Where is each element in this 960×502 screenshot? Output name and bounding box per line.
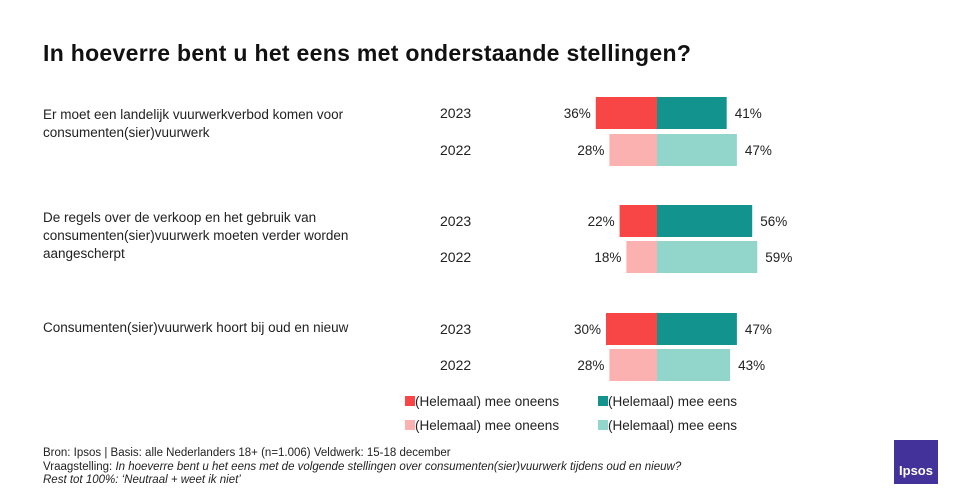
legend-label-3: (Helemaal) mee oneens [415,418,559,433]
value-label-disagree-g3-2022: 28% [577,358,604,373]
value-label-disagree-g2-2023: 22% [588,214,615,229]
bar-agree-g3-2022 [657,349,731,381]
year-label-g1-2022: 2022 [440,142,471,158]
footer-question: Vraagstelling: In hoeverre bent u het ee… [43,461,681,475]
legend-swatch-2 [598,396,608,406]
year-label-g2-2022: 2022 [440,249,471,265]
bar-disagree-g2-2022 [626,241,657,273]
bar-agree-g3-2023 [657,313,737,345]
bar-disagree-g3-2023 [606,313,657,345]
ipsos-logo: Ipsos [894,440,938,484]
footer-source: Bron: Ipsos | Basis: alle Nederlanders 1… [43,447,451,459]
bar-agree-g1-2022 [657,134,737,166]
statement-1: Er moet een landelijk vuurwerkverbod kom… [43,107,344,140]
value-label-agree-g2-2023: 56% [760,214,787,229]
year-label-g2-2023: 2023 [440,213,471,229]
value-label-disagree-g3-2023: 30% [574,322,601,337]
value-label-agree-g3-2023: 47% [745,322,772,337]
footer-rest-note: Rest tot 100%: ‘Neutraal + weet ik niet’ [43,474,241,486]
value-label-disagree-g1-2023: 36% [564,106,591,121]
bar-agree-g2-2022 [657,241,758,273]
statement-2: De regels over de verkoop en het gebruik… [43,210,349,261]
chart-title: In hoeverre bent u het eens met ondersta… [43,40,692,66]
bar-disagree-g3-2022 [609,349,657,381]
statement-3: Consumenten(sier)vuurwerk hoort bij oud … [43,320,349,335]
footer-question-text: In hoeverre bent u het eens met de volge… [115,460,682,473]
bar-disagree-g1-2022 [609,134,657,166]
footer-question-label: Vraagstelling: [43,460,116,473]
bar-disagree-g1-2023 [595,97,657,129]
legend-swatch-4 [598,420,608,430]
bar-agree-g2-2023 [657,205,753,237]
year-label-g3-2023: 2023 [440,321,471,337]
value-label-agree-g2-2022: 59% [765,250,792,265]
legend-label-2: (Helemaal) mee eens [608,394,737,409]
legend-swatch-1 [405,396,415,406]
value-label-agree-g1-2022: 47% [745,143,772,158]
value-label-agree-g1-2023: 41% [735,106,762,121]
diverging-bar-chart: 2023 36% 41% 2022 28% 47% 2023 22% 56% 2022 18% 59%… [405,97,792,433]
value-label-disagree-g1-2022: 28% [577,143,604,158]
bar-disagree-g2-2023 [619,205,657,237]
value-label-agree-g3-2022: 43% [738,358,765,373]
legend-label-1: (Helemaal) mee oneens [415,394,559,409]
year-label-g3-2022: 2022 [440,357,471,373]
legend-label-4: (Helemaal) mee eens [608,418,737,433]
value-label-disagree-g2-2022: 18% [594,250,621,265]
bar-agree-g1-2023 [657,97,727,129]
footer: Bron: Ipsos | Basis: alle Nederlanders 1… [43,447,681,488]
legend-swatch-3 [405,420,415,430]
year-label-g1-2023: 2023 [440,105,471,121]
